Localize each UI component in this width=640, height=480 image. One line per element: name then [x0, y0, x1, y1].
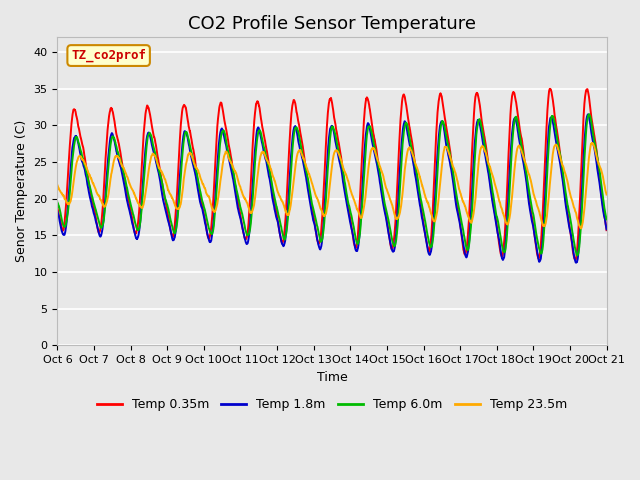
Line: Temp 1.8m: Temp 1.8m — [58, 114, 607, 263]
Temp 0.35m — [532, 248, 540, 253]
Temp 23.5m — [577, 226, 585, 231]
Temp 1.8m — [116, 162, 124, 168]
Temp 6.0m — [116, 156, 124, 162]
Temp 6.0m — [148, 140, 156, 146]
Temp 1.8m — [592, 157, 600, 163]
Temp 6.0m — [54, 199, 61, 205]
Line: Temp 23.5m: Temp 23.5m — [58, 143, 607, 228]
Temp 1.8m — [288, 142, 296, 148]
Y-axis label: Senor Temperature (C): Senor Temperature (C) — [15, 120, 28, 263]
Temp 23.5m — [288, 194, 296, 200]
Temp 0.35m — [546, 86, 554, 92]
Temp 1.8m — [603, 227, 611, 232]
Temp 6.0m — [603, 216, 611, 222]
Temp 23.5m — [148, 151, 156, 157]
Temp 1.8m — [572, 260, 580, 265]
Text: TZ_co2prof: TZ_co2prof — [71, 49, 146, 62]
Temp 23.5m — [603, 192, 611, 197]
X-axis label: Time: Time — [317, 371, 348, 384]
Temp 0.35m — [288, 107, 296, 113]
Temp 6.0m — [586, 111, 593, 117]
Legend: Temp 0.35m, Temp 1.8m, Temp 6.0m, Temp 23.5m: Temp 0.35m, Temp 1.8m, Temp 6.0m, Temp 2… — [92, 393, 572, 416]
Title: CO2 Profile Sensor Temperature: CO2 Profile Sensor Temperature — [188, 15, 476, 33]
Temp 0.35m — [116, 147, 124, 153]
Temp 6.0m — [532, 233, 540, 239]
Temp 23.5m — [589, 140, 596, 146]
Line: Temp 6.0m: Temp 6.0m — [58, 114, 607, 255]
Temp 23.5m — [532, 202, 540, 207]
Temp 1.8m — [54, 209, 61, 215]
Temp 1.8m — [264, 168, 272, 174]
Temp 0.35m — [571, 257, 579, 263]
Line: Temp 0.35m: Temp 0.35m — [58, 89, 607, 260]
Temp 6.0m — [592, 147, 600, 153]
Temp 6.0m — [264, 161, 272, 167]
Temp 1.8m — [532, 245, 540, 251]
Temp 0.35m — [54, 204, 61, 210]
Temp 23.5m — [592, 152, 600, 157]
Temp 0.35m — [264, 155, 272, 160]
Temp 0.35m — [148, 128, 156, 134]
Temp 23.5m — [264, 159, 272, 165]
Temp 1.8m — [148, 145, 156, 151]
Temp 0.35m — [592, 145, 600, 151]
Temp 6.0m — [288, 156, 296, 162]
Temp 0.35m — [603, 227, 611, 233]
Temp 6.0m — [573, 252, 581, 258]
Temp 1.8m — [584, 111, 592, 117]
Temp 23.5m — [54, 182, 61, 188]
Temp 23.5m — [116, 158, 124, 164]
